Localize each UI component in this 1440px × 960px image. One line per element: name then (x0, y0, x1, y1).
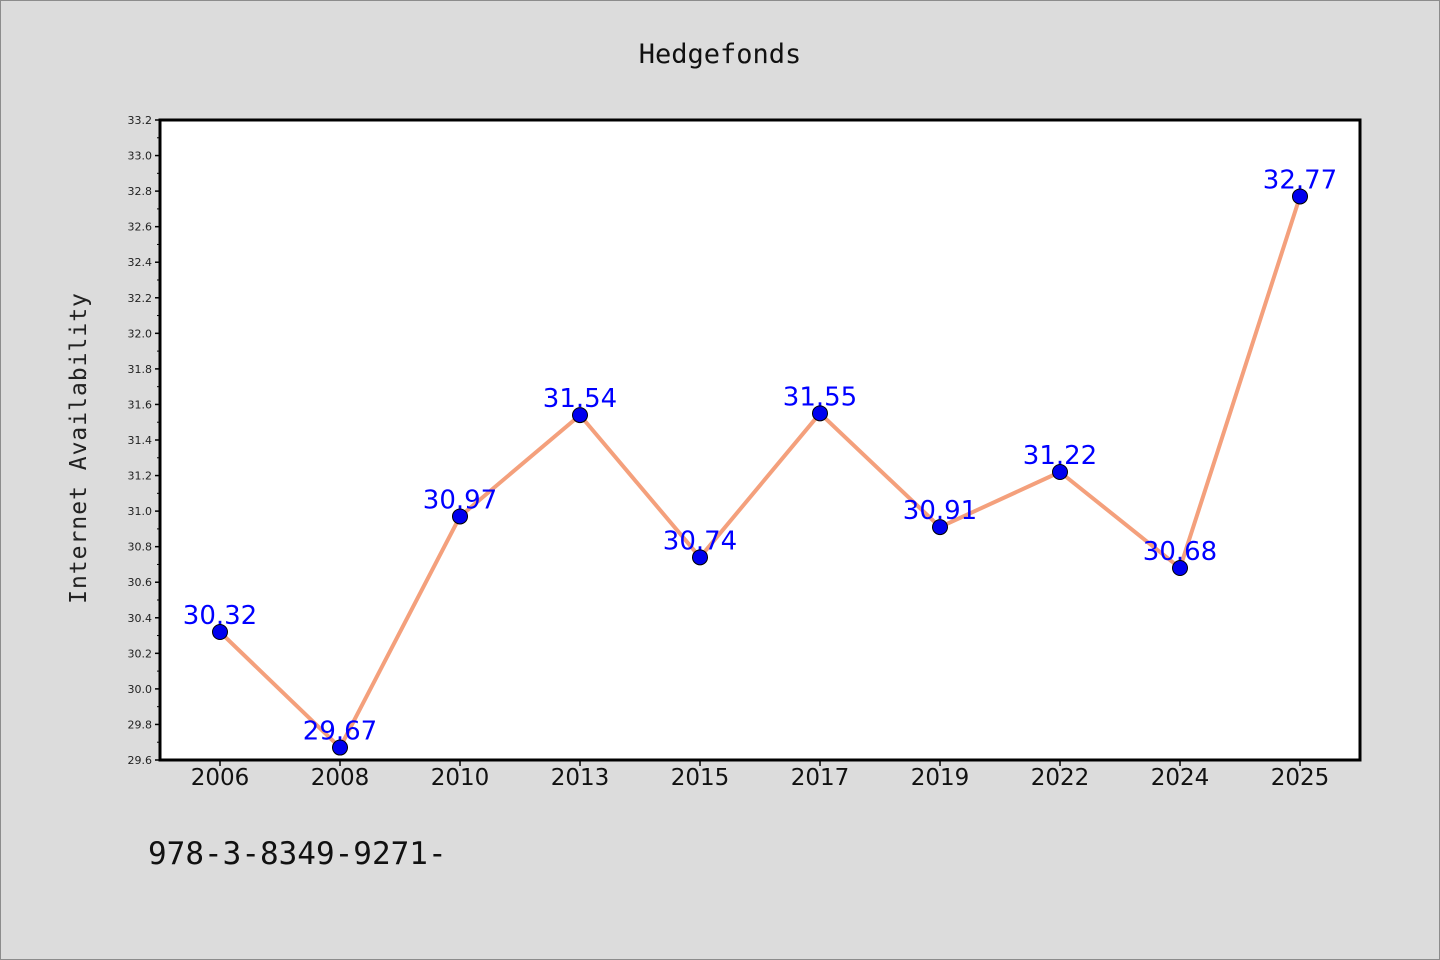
y-tick-label: 29.6 (128, 754, 153, 767)
y-tick-label: 31.0 (128, 505, 153, 518)
data-label: 31.55 (783, 382, 857, 412)
series-line (218, 194, 1302, 750)
y-tick-label: 29.8 (128, 718, 153, 731)
x-tick-label: 2015 (671, 765, 730, 791)
data-label: 30.32 (183, 601, 257, 631)
data-point (1172, 560, 1188, 576)
data-point (1292, 188, 1308, 205)
y-tick-label: 31.6 (128, 398, 153, 411)
data-label: 30.68 (1143, 537, 1217, 567)
y-tick-label: 30.0 (128, 683, 153, 696)
data-point (332, 739, 348, 756)
y-tick-label: 32.8 (128, 185, 153, 198)
x-tick-label: 2008 (311, 765, 370, 791)
x-tick-label: 2022 (1031, 765, 1090, 791)
data-point (932, 519, 948, 536)
data-label: 32.77 (1263, 165, 1337, 195)
x-tick-label: 2013 (551, 765, 610, 791)
y-axis: 29.6 29.8 30.0 30.2 30.4 30.6 30.8 31.0 31.2 31.4… (128, 114, 160, 767)
y-tick-label: 31.4 (128, 434, 153, 447)
y-tick-label: 30.2 (128, 647, 153, 660)
data-point (812, 405, 828, 422)
y-axis-label: Internet Availability (66, 292, 92, 604)
series-layer: 30.32 29.67 30.97 31.54 30.74 31.55 30.91 31.22… (183, 165, 1337, 756)
plot-frame (158, 118, 1362, 762)
plot-area (160, 120, 1360, 760)
data-label: 30.97 (423, 485, 497, 515)
x-tick-label: 2006 (191, 765, 250, 791)
y-tick-label: 33.0 (128, 150, 153, 163)
data-point (212, 624, 228, 640)
data-label: 29.67 (303, 717, 377, 747)
y-tick-label: 31.2 (128, 470, 153, 483)
y-tick-label: 30.6 (128, 576, 153, 589)
x-tick-label: 2017 (791, 765, 850, 791)
y-tick-label: 32.4 (128, 256, 153, 269)
x-tick-label: 2025 (1271, 765, 1330, 791)
data-label: 30.91 (903, 496, 977, 526)
y-tick-label: 30.8 (128, 541, 153, 554)
y-tick-label: 30.4 (128, 612, 153, 625)
y-tick-label: 32.6 (128, 221, 153, 234)
x-tick-label: 2024 (1151, 765, 1210, 791)
x-tick-label: 2010 (431, 765, 490, 791)
chart-title: Hedgefonds (639, 39, 802, 70)
data-point (692, 549, 708, 566)
data-label: 30.74 (663, 526, 737, 556)
data-label: 31.22 (1023, 441, 1097, 471)
x-tick-label: 2019 (911, 765, 970, 791)
x-axis: 2006 2008 2010 2013 2015 2017 2019 2022 2024 2025 (191, 760, 1330, 791)
y-tick-label: 32.2 (128, 292, 153, 305)
y-tick-label: 31.8 (128, 363, 153, 376)
y-tick-label: 32.0 (128, 327, 153, 340)
footer-text: 978-3-8349-9271- (148, 836, 447, 872)
data-label: 31.54 (543, 384, 617, 414)
data-point (1052, 464, 1068, 480)
data-point (452, 508, 468, 525)
y-tick-label: 33.2 (128, 114, 153, 127)
data-point (572, 407, 588, 424)
